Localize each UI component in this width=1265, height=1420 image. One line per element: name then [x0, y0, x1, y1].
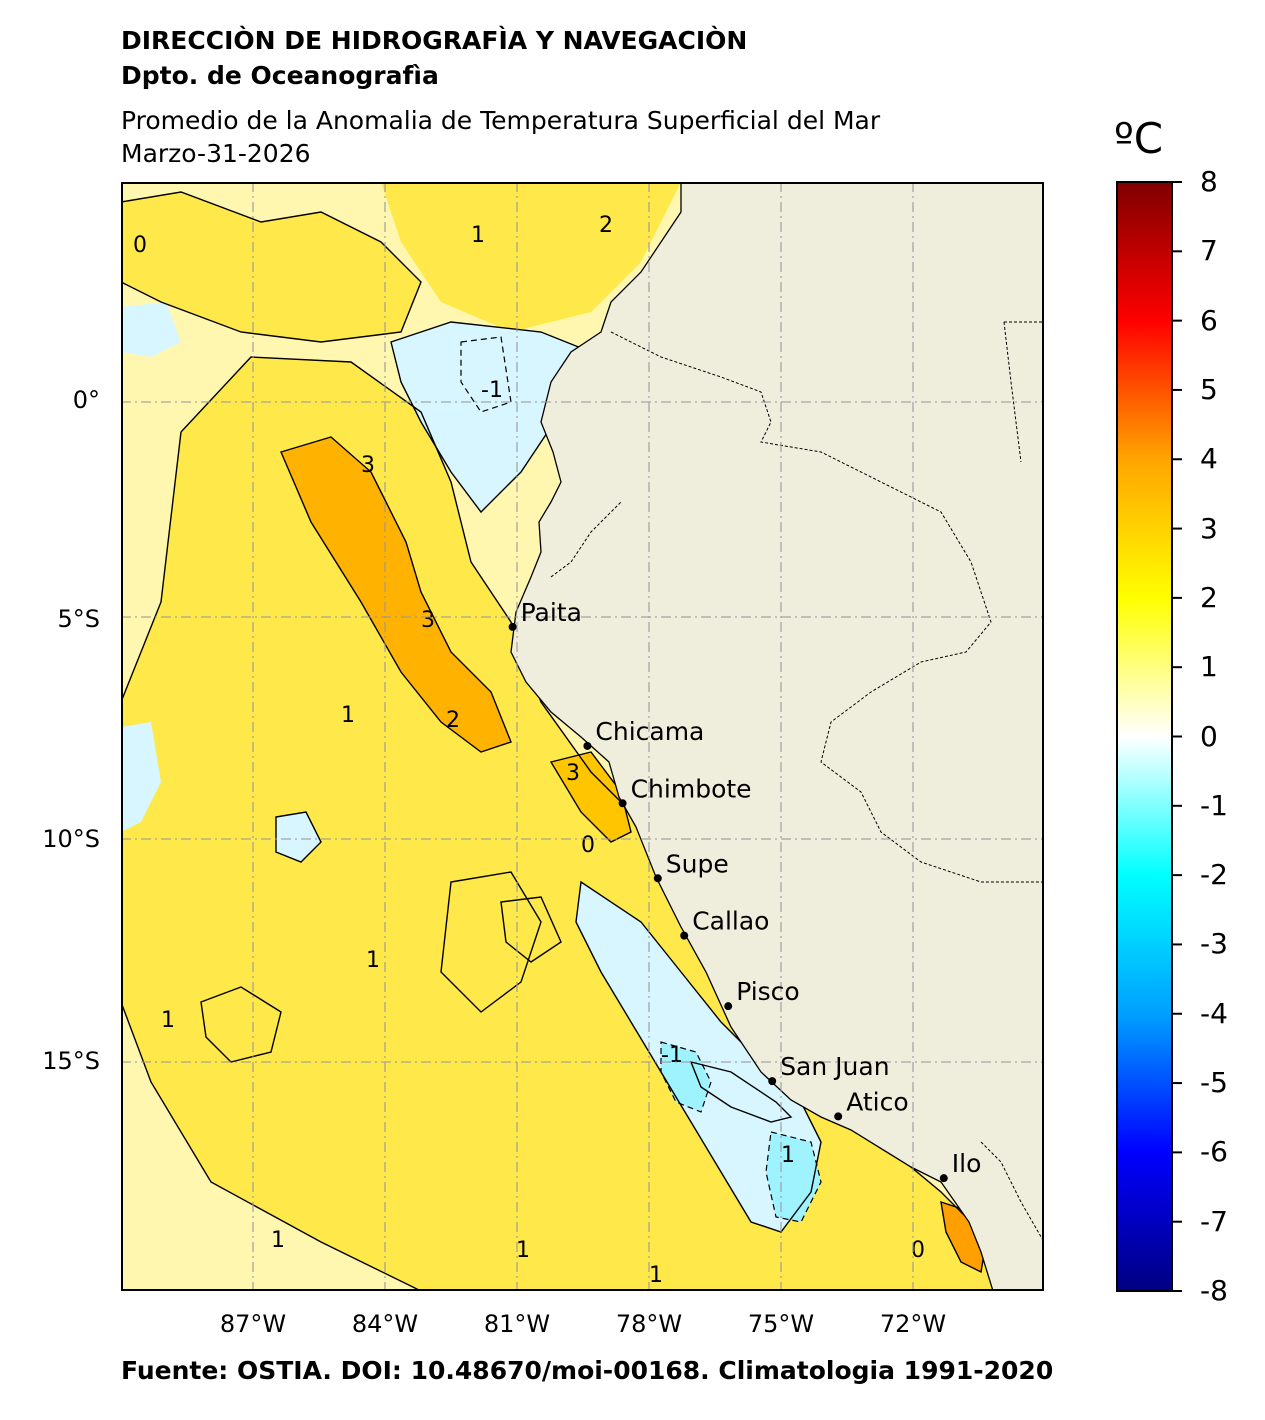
institution-title: DIRECCIÒN DE HIDROGRAFÌA Y NAVEGACIÒN [121, 26, 748, 55]
colorbar-tick-label: -1 [1200, 788, 1228, 822]
city-label: Atico [846, 1087, 908, 1116]
colorbar-tick-label: 3 [1200, 511, 1218, 545]
cold-anomaly-south [766, 1132, 821, 1222]
city-label: Chicama [595, 717, 704, 746]
map-title: Promedio de la Anomalia de Temperatura S… [121, 106, 881, 135]
cold-anomaly-west [121, 302, 181, 357]
colorbar-tick-label: 1 [1200, 650, 1218, 684]
colorbar-tick-label: 8 [1200, 165, 1218, 198]
graticule [121, 182, 1044, 1291]
contour-label: 1 [516, 1238, 530, 1263]
hot-anomaly-core [281, 437, 511, 752]
city-marker [583, 741, 592, 750]
contour-label: 0 [911, 1238, 925, 1263]
map-frame [121, 182, 1044, 1291]
contour-label: 3 [361, 453, 375, 478]
city-label: Chimbote [631, 774, 752, 803]
colorbar-tick-label: 7 [1200, 234, 1218, 268]
colorbar-tick-label: -7 [1200, 1204, 1228, 1238]
colorbar-tick-label: -3 [1200, 927, 1228, 961]
lat-label-15s: 15°S [42, 1047, 100, 1075]
city-marker [834, 1112, 843, 1121]
cold-anomaly-north [391, 322, 591, 512]
colorbar-tick-label: -5 [1200, 1066, 1228, 1100]
cold-anomaly-patch [276, 812, 321, 862]
colorbar-tick-label: 5 [1200, 372, 1218, 406]
land-mass [510, 182, 1044, 1291]
colorbar-tick-label: 0 [1200, 719, 1218, 753]
map-date: Marzo-31-2026 [121, 139, 311, 168]
city-label: Pisco [736, 977, 800, 1006]
colorbar-tick-label: -6 [1200, 1135, 1228, 1169]
cold-anomaly-west-south [121, 722, 161, 832]
contour-label: 1 [471, 223, 485, 248]
cold-anomaly-core [661, 1042, 711, 1112]
contour-label: 2 [446, 708, 460, 733]
data-source: Fuente: OSTIA. DOI: 10.48670/moi-00168. … [121, 1356, 1054, 1385]
city-marker [653, 874, 662, 883]
lon-label-81w: 81°W [483, 1310, 551, 1338]
warm-anomaly-region-west [121, 192, 421, 342]
colorbar-tick-label: 6 [1200, 303, 1218, 337]
city-marker [618, 799, 627, 808]
lon-label-75w: 75°W [747, 1310, 815, 1338]
contour-label: 1 [161, 1008, 175, 1033]
contour-label: 1 [649, 1263, 663, 1288]
contour-label: 3 [421, 608, 435, 633]
colorbar-tick-label: -4 [1200, 996, 1228, 1030]
city-marker [939, 1174, 948, 1183]
colorbar [1116, 181, 1182, 1292]
colorbar-tick-label: 2 [1200, 580, 1218, 614]
hot-anomaly-chimbote [551, 752, 631, 842]
warm-anomaly-region-north [381, 182, 681, 332]
city-label: Supe [666, 849, 729, 878]
contour-label: -1 [661, 1043, 683, 1068]
lon-label-84w: 84°W [351, 1310, 419, 1338]
contour-label: 0 [133, 233, 147, 258]
city-label: Paita [521, 598, 582, 627]
colorbar-tick-label: -2 [1200, 858, 1228, 892]
contour-label: 0 [581, 833, 595, 858]
contour-label: 1 [366, 948, 380, 973]
lon-label-78w: 78°W [615, 1310, 683, 1338]
lat-label-10s: 10°S [42, 825, 100, 853]
lat-label-0: 0° [72, 386, 100, 414]
contour-lines-dashed [460, 336, 822, 1223]
contour-label: 1 [271, 1228, 285, 1253]
city-label: San Juan [780, 1052, 889, 1081]
contour-label: 1 [781, 1143, 795, 1168]
contour-label: 2 [599, 213, 613, 238]
city-marker [508, 622, 517, 631]
colorbar-unit: ºC [1114, 114, 1164, 163]
colorbar-tick-label: -8 [1200, 1274, 1228, 1307]
city-label: Ilo [952, 1149, 982, 1178]
lon-label-72w: 72°W [879, 1310, 947, 1338]
city-marker [680, 931, 689, 940]
department-title: Dpto. de Oceanografìa [121, 61, 439, 90]
city-marker [768, 1077, 777, 1086]
city-marker [724, 1002, 733, 1011]
sst-anomaly-map: 0 1 2 3 3 2 1 -1 3 0 1 1 1 1 1 -1 1 0 [121, 182, 1044, 1291]
colorbar-tick-label: 4 [1200, 442, 1218, 476]
lon-label-87w: 87°W [219, 1310, 287, 1338]
lat-label-5s: 5°S [57, 605, 100, 633]
contour-label: 1 [341, 703, 355, 728]
contour-label: -1 [481, 378, 503, 403]
colorbar-gradient [1116, 181, 1173, 1292]
city-label: Callao [692, 907, 769, 936]
contour-label: 3 [566, 761, 580, 786]
